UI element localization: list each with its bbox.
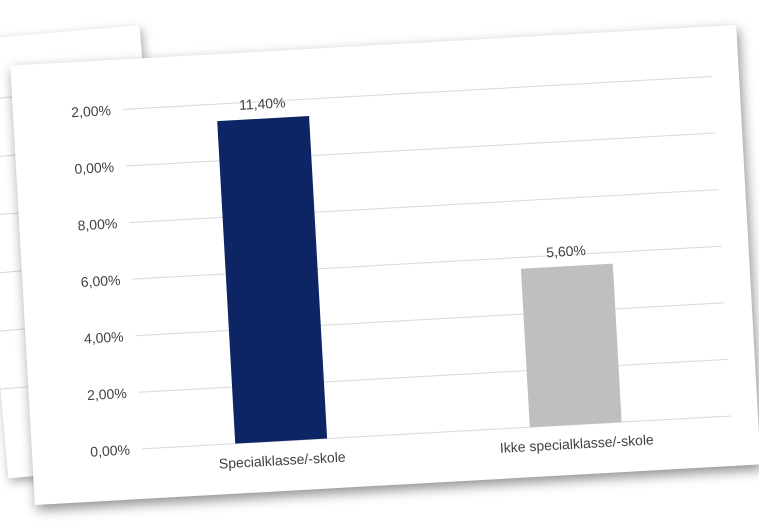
- y-tick-label: 0,00%: [90, 442, 131, 460]
- chart-page: 0,00% 2,00% 4,00% 6,00% 8,00% 0,00% 2,00% 11,40…: [10, 25, 759, 505]
- gridline: [122, 75, 713, 110]
- gridline: [126, 132, 716, 167]
- category-label: Ikke specialklasse/-skole: [499, 431, 654, 456]
- bar-chart: 0,00% 2,00% 4,00% 6,00% 8,00% 0,00% 2,00% 11,40…: [71, 75, 731, 472]
- gridline: [129, 189, 719, 224]
- y-tick-label: 0,00%: [74, 159, 115, 177]
- data-label: 11,40%: [239, 94, 286, 113]
- y-tick-label: 4,00%: [83, 328, 124, 346]
- bar: [520, 263, 622, 428]
- y-tick-label: 2,00%: [71, 102, 112, 120]
- bar: [217, 116, 328, 444]
- y-tick-label: 8,00%: [77, 215, 118, 233]
- y-tick-label: 6,00%: [80, 272, 121, 290]
- data-label: 5,60%: [546, 242, 587, 260]
- y-tick-label: 2,00%: [87, 385, 128, 403]
- gridline: [135, 302, 725, 337]
- category-label: Specialklasse/-skole: [218, 449, 346, 472]
- gridline: [138, 358, 728, 393]
- gridline: [132, 245, 722, 280]
